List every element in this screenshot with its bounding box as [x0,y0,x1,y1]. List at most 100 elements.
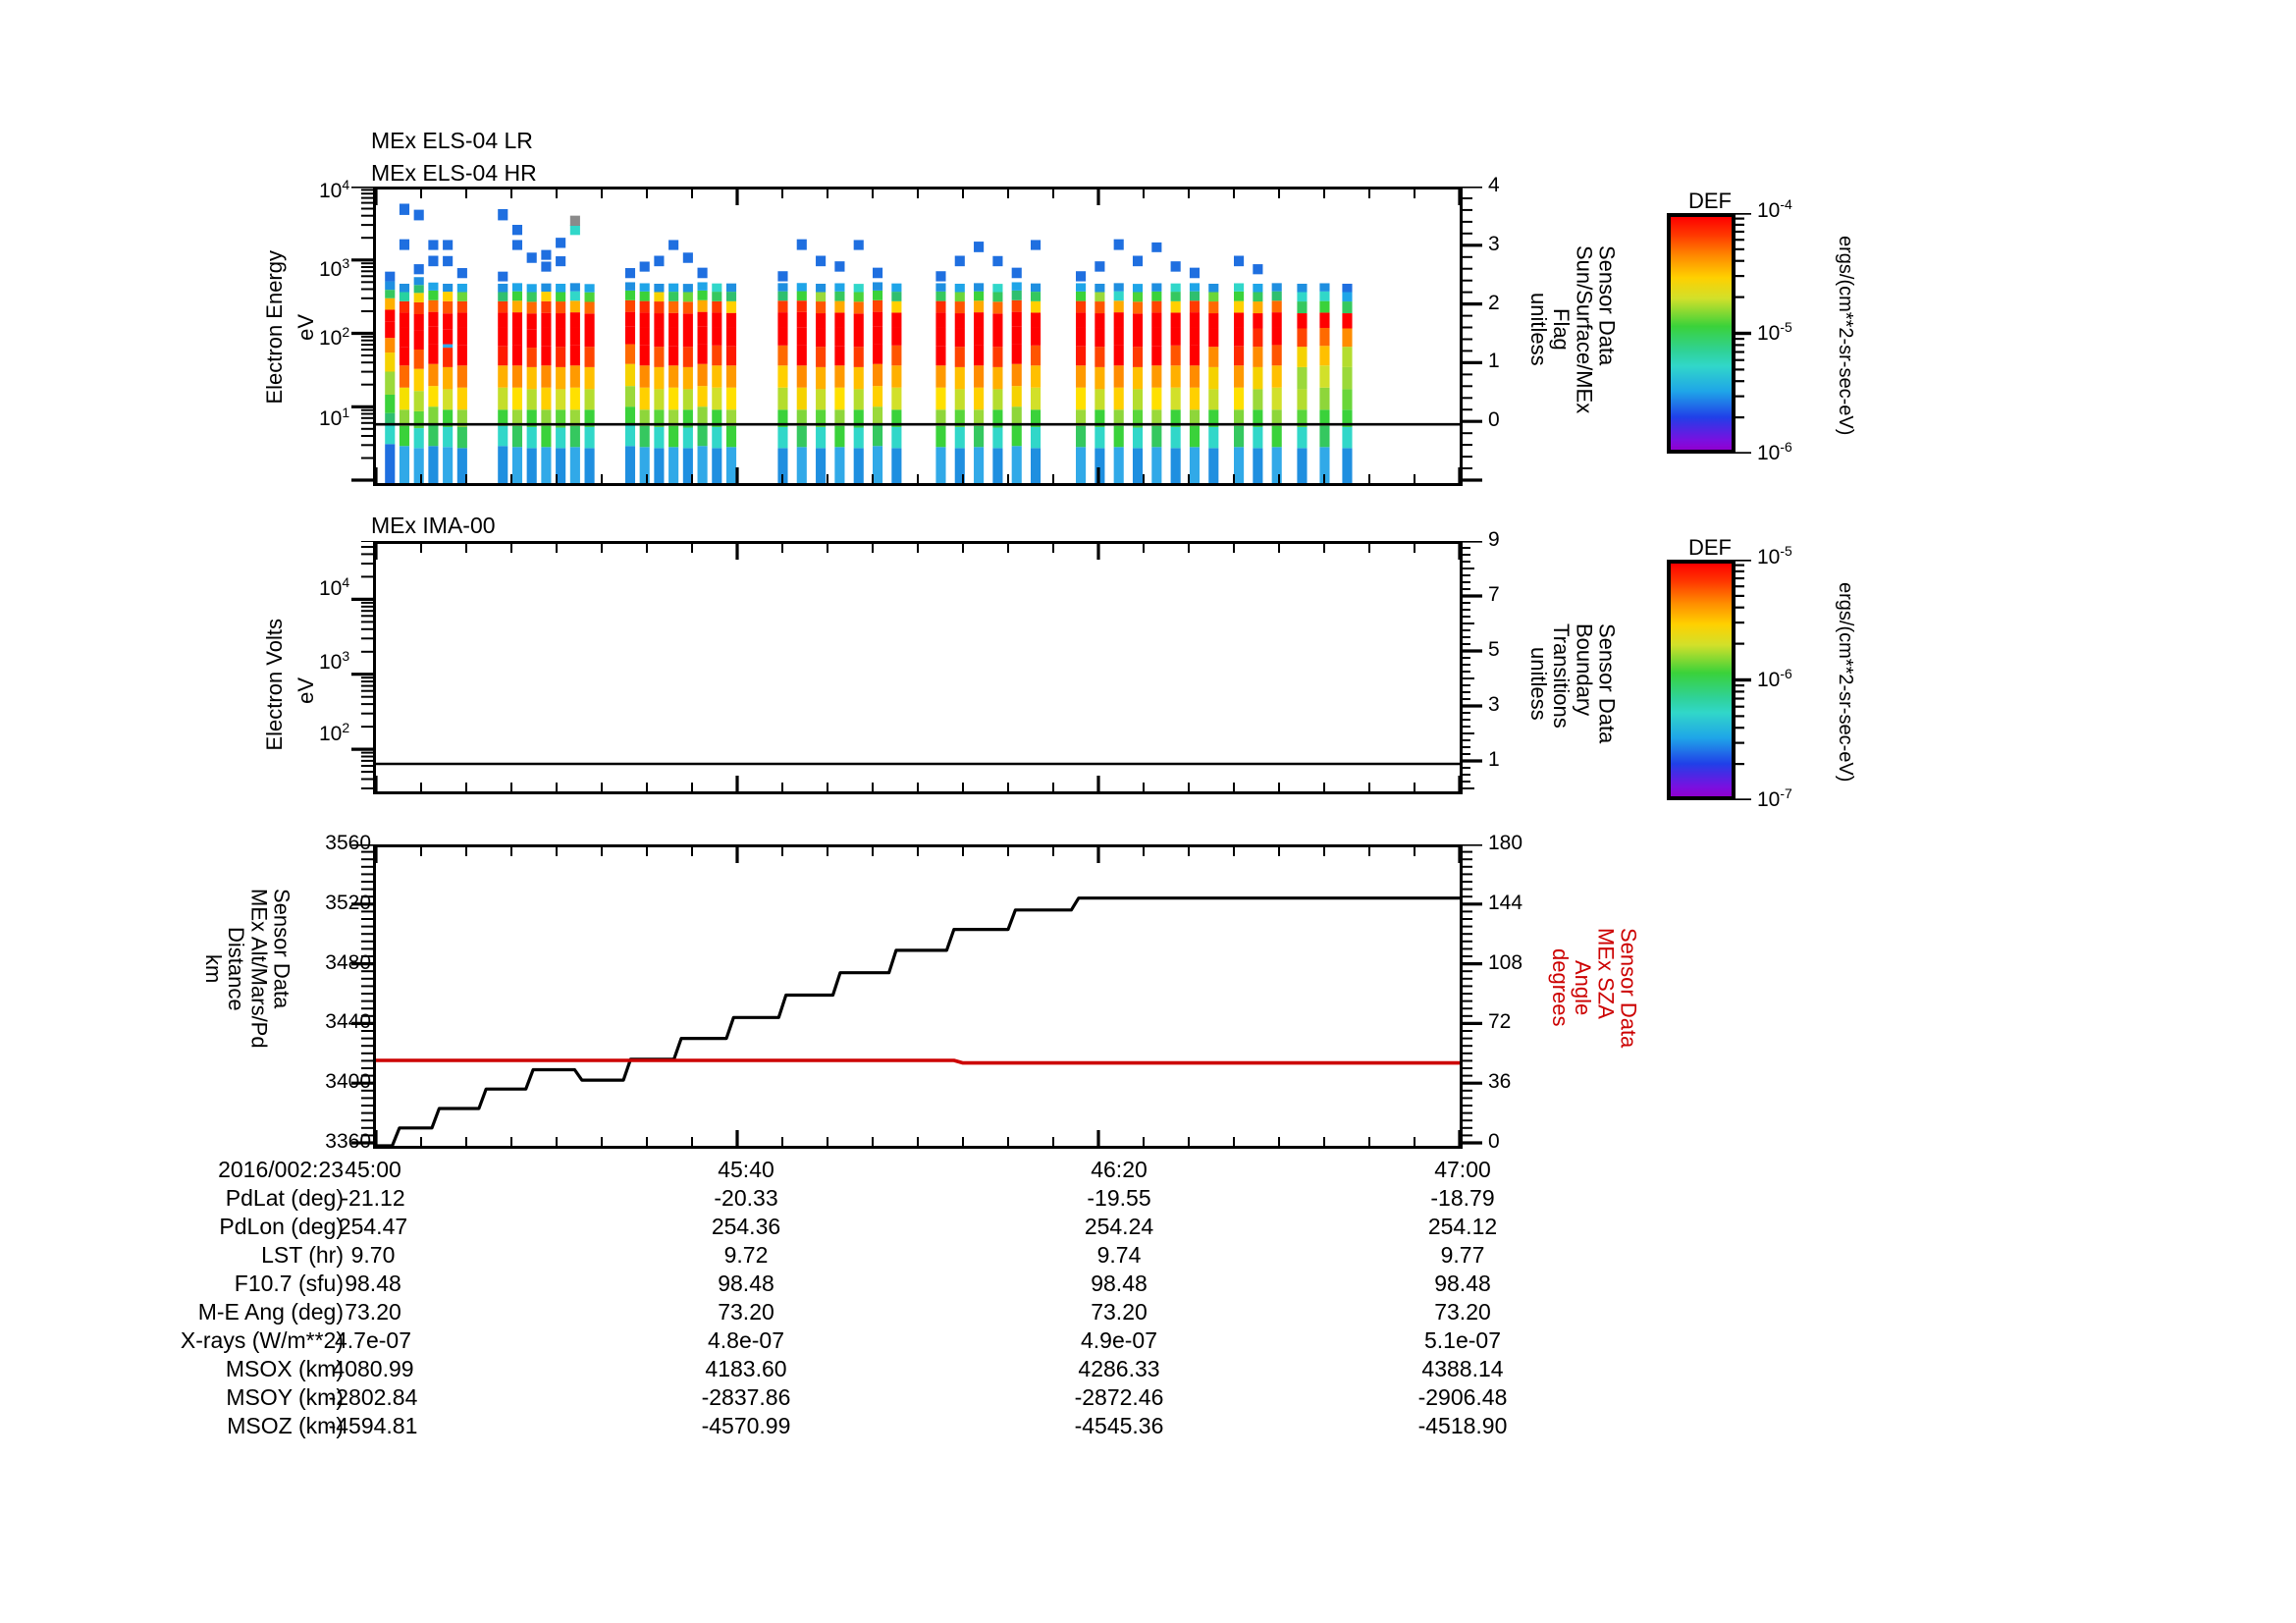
spectrogram-cell [556,238,566,248]
spectrogram-cell [1319,291,1330,301]
spectrogram-cell [853,347,864,367]
spectrogram-cell [1208,448,1219,483]
spectrogram-cell [584,389,595,410]
panel-top-ytick-4: 104 [319,177,350,202]
spectrogram-cell [668,300,679,313]
spectrogram-cell [873,267,883,279]
spectrogram-cell [526,448,537,483]
spectrogram-cell [853,313,864,329]
spectrogram-cell [1271,327,1282,346]
colorbar-2-top-label: 10-5 [1757,543,1792,568]
panel-top-right-ticklabels: 0 1 2 3 4 [1488,174,1547,486]
spectrogram-cell [853,329,864,348]
footer-cell: -2906.48 [1417,1384,1508,1410]
axis-tick-label: 3 [1488,693,1500,716]
spectrogram-cell [1297,409,1308,427]
spectrogram-cell [1342,389,1353,410]
spectrogram-cell [624,363,636,387]
spectrogram-cell [399,283,410,293]
spectrogram-cell [891,327,902,346]
spectrogram-cell [1319,409,1330,426]
footer-row-label: F10.7 (sfu) [234,1271,344,1296]
spectrogram-cell [668,346,679,366]
spectrogram-cell [456,387,467,410]
spectrogram-cell [1113,345,1124,366]
spectrogram-cell [777,387,788,410]
footer-cell: -21.12 [341,1185,405,1211]
spectrogram-cell [873,386,883,407]
spectrogram-cell [1113,300,1124,313]
spectrogram-cell [413,428,424,449]
spectrogram-cell [1189,447,1201,483]
spectrogram-cell [1234,312,1245,328]
spectrogram-cell [1208,389,1219,410]
colorbar-2-mid-label: 10-6 [1757,666,1792,691]
spectrogram-cell [1076,327,1087,347]
spectrogram-cell [624,290,636,300]
spectrogram-cell [654,283,665,293]
spectrogram-cell [541,365,552,388]
spectrogram-cell [668,312,679,328]
spectrogram-cell [1151,291,1162,301]
footer-cell: 4.7e-07 [334,1327,411,1353]
spectrogram-cell [399,409,410,426]
footer-cell: 98.48 [718,1271,774,1296]
spectrogram-cell [834,346,845,366]
spectrogram-cell [511,291,523,301]
spectrogram-cell [1151,312,1162,328]
spectrogram-cell [1095,426,1105,449]
spectrogram-cell [1076,283,1087,292]
axis-tick-label: 36 [1488,1070,1512,1094]
panel-top-right-line2: Sun/Surface/MEx [1572,245,1597,414]
spectrogram-cell [541,283,552,293]
spectrogram-cell [935,425,946,448]
spectrogram-cell [697,311,708,327]
spectrogram-cell [697,446,708,483]
spectrogram-cell [541,292,552,301]
spectrogram-cell [526,313,537,330]
spectrogram-cell [816,389,827,410]
colorbar-2-unit: ergs/(cm**2-sr-sec-eV) [1835,582,1856,783]
spectrogram-cell [682,252,693,263]
footer-cell: 98.48 [1091,1271,1148,1296]
spectrogram-cell [777,327,788,346]
spectrogram-cell [682,427,693,449]
spectrogram-cell [725,425,737,448]
spectrogram-cell [456,448,467,483]
spectrogram-cell [873,424,883,447]
spectrogram-cell [816,283,827,293]
footer-cell: 73.20 [345,1299,401,1325]
spectrogram-cell [974,327,985,346]
spectrogram-cell [639,365,650,388]
spectrogram-cell [935,409,946,426]
spectrogram-cell [992,427,1003,449]
spectrogram-cell [498,271,508,282]
spectrogram-cell [456,409,467,427]
axis-tick-label: 3560 [325,832,371,854]
panel-top-left-ticks [351,187,373,482]
axis-tick-label: 1 [1488,748,1500,771]
spectrogram-cell [1253,313,1263,329]
spectrogram-cell [697,386,708,407]
spectrogram-cell [654,448,665,483]
footer-cell: 254.24 [1084,1214,1154,1239]
spectrogram-cell [428,386,439,407]
spectrogram-cell [668,425,679,448]
footer-row-label: MSOY (km) [226,1384,344,1410]
axis-tick-label: 3400 [325,1070,371,1094]
spectrogram-cell [428,311,439,327]
spectrogram-cell [1095,292,1105,302]
spectrogram-cell [1297,283,1308,293]
spectrogram-cell [1076,291,1087,301]
footer-cell: 4388.14 [1421,1356,1504,1381]
spectrogram-cell [584,426,595,449]
spectrogram-cell [526,329,537,349]
spectrogram-cell [712,345,722,366]
spectrogram-cell [725,292,737,301]
spectrogram-cell [511,447,523,483]
spectrogram-cell [639,345,650,366]
footer-cell: 73.20 [1434,1299,1491,1325]
footer-cell: 4.8e-07 [707,1327,784,1353]
spectrogram-cell [816,301,827,314]
spectrogram-cell [1132,409,1144,428]
